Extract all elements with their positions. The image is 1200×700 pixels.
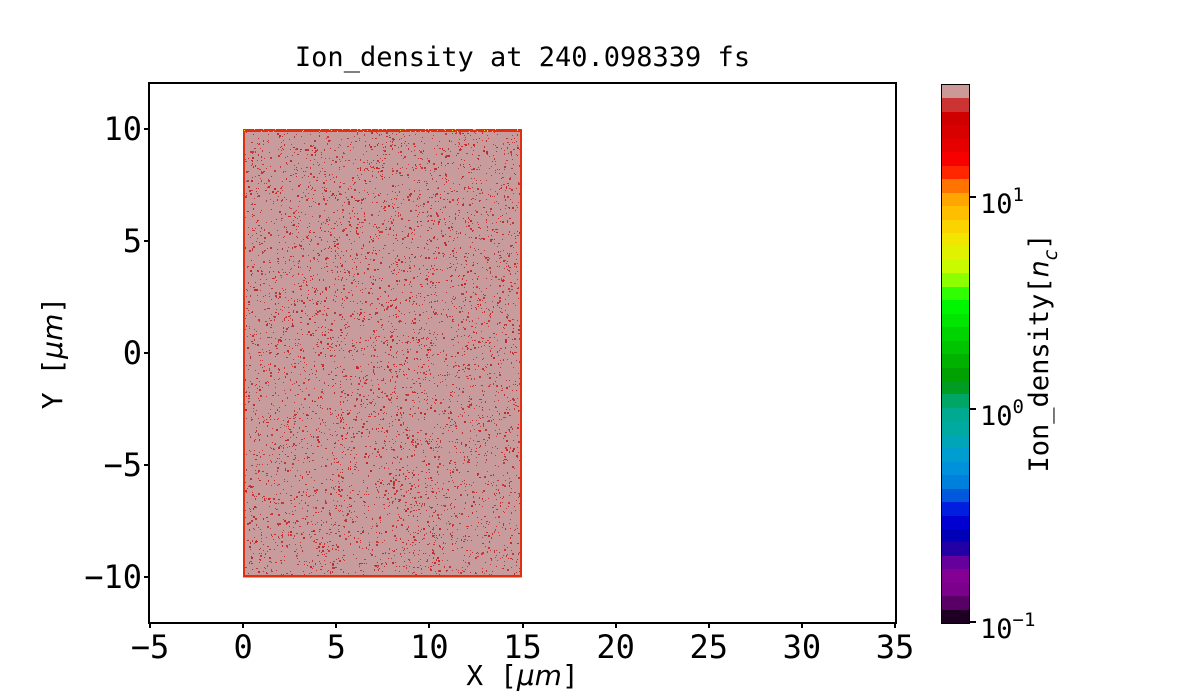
colorbar-segment	[942, 448, 969, 462]
colorbar-tick-mark	[970, 408, 976, 411]
x-tick-label: 0	[233, 628, 253, 666]
colorbar-segment	[942, 152, 969, 166]
colorbar-segment	[942, 542, 969, 556]
colorbar-segment	[942, 327, 969, 341]
x-tick-label: 15	[503, 628, 542, 666]
colorbar-segment	[942, 488, 969, 503]
colorbar-label: Ion_density[nc]	[1024, 234, 1064, 473]
colorbar-segment	[942, 340, 969, 355]
colorbar-segment	[942, 555, 969, 570]
colorbar-segment	[942, 569, 969, 583]
colorbar-segment	[942, 273, 969, 287]
colorbar-segment	[942, 138, 969, 153]
colorbar-segment	[942, 609, 969, 624]
x-axis-label-mu-symbol: μm	[516, 659, 562, 692]
colorbar-segment	[942, 165, 969, 180]
x-tick-mark	[428, 622, 431, 628]
colorbar-segment	[942, 582, 969, 597]
colorbar-segment	[942, 313, 969, 328]
colorbar	[941, 84, 970, 624]
y-axis-label-suffix: ]	[36, 296, 69, 314]
colorbar-segment	[942, 246, 969, 260]
y-axis-label: Y [μm]	[36, 297, 70, 410]
colorbar-segment	[942, 434, 969, 449]
colorbar-segment	[942, 367, 969, 381]
x-tick-mark	[707, 622, 710, 628]
y-tick-label: −5	[103, 446, 142, 485]
density-region	[243, 128, 523, 577]
plot-title: Ion_density at 240.098339 fs	[294, 42, 751, 73]
colorbar-segment	[942, 394, 969, 408]
colorbar-tick-mark	[970, 621, 976, 623]
y-axis-label-mu-symbol: μm	[36, 313, 69, 359]
colorbar-segment	[942, 206, 969, 220]
x-axis-label-text: X [	[466, 659, 517, 692]
x-tick-mark	[894, 622, 896, 628]
y-tick-label: −10	[84, 558, 142, 597]
colorbar-segment	[942, 380, 969, 395]
colorbar-segment	[942, 85, 969, 99]
colorbar-label-text: Ion_density[	[1023, 277, 1055, 473]
colorbar-segment	[942, 502, 969, 516]
density-region-bottom-edge	[243, 576, 523, 579]
colorbar-segment	[942, 407, 969, 422]
x-tick-label: 20	[596, 628, 635, 666]
x-axis-label: X [μm]	[150, 659, 895, 693]
colorbar-tick-label: 10−1	[980, 609, 1036, 645]
y-tick-mark	[144, 464, 150, 467]
x-tick-label: 35	[875, 628, 915, 666]
colorbar-segment	[942, 461, 969, 476]
y-tick-label: 10	[103, 109, 142, 148]
colorbar-segment	[942, 259, 969, 274]
x-tick-mark	[521, 622, 524, 628]
colorbar-segment	[942, 98, 969, 112]
colorbar-segment	[942, 515, 969, 529]
colorbar-segment	[942, 596, 969, 610]
x-tick-mark	[800, 622, 803, 628]
y-axis-label-text: Y [	[36, 358, 69, 410]
density-speckle-canvas	[243, 128, 523, 577]
y-tick-label: 0	[122, 334, 142, 372]
colorbar-segment	[942, 111, 969, 126]
x-tick-mark	[335, 622, 338, 628]
colorbar-segment	[942, 192, 969, 207]
x-tick-mark	[149, 622, 151, 628]
colorbar-label-n-symbol: n	[1023, 260, 1055, 278]
colorbar-tick-label: 100	[980, 396, 1024, 433]
x-axis-label-suffix: ]	[561, 659, 579, 692]
y-tick-mark	[144, 352, 150, 354]
colorbar-segment	[942, 219, 969, 233]
colorbar-segment	[942, 232, 969, 247]
colorbar-segment	[942, 421, 969, 435]
colorbar-segment	[942, 179, 969, 193]
y-tick-mark	[144, 127, 150, 130]
colorbar-segment	[942, 354, 969, 368]
colorbar-segment	[942, 528, 969, 543]
x-tick-label: 25	[689, 628, 729, 666]
x-tick-label: 30	[782, 628, 822, 666]
colorbar-tick-mark	[970, 195, 976, 198]
colorbar-tick-label: 101	[980, 183, 1024, 220]
y-tick-mark	[144, 576, 150, 579]
colorbar-segment	[942, 125, 969, 139]
x-tick-mark	[242, 622, 245, 628]
y-tick-mark	[144, 239, 150, 242]
x-tick-mark	[614, 622, 617, 628]
x-tick-label: 10	[410, 628, 449, 666]
y-tick-label: 5	[122, 221, 142, 260]
x-tick-label: 5	[326, 628, 346, 666]
colorbar-label-subscript: c	[1040, 249, 1063, 261]
x-tick-label: −5	[130, 628, 170, 666]
colorbar-label-suffix: ]	[1023, 233, 1055, 250]
colorbar-segment	[942, 475, 969, 489]
colorbar-segment	[942, 286, 969, 301]
colorbar-segment	[942, 300, 969, 314]
